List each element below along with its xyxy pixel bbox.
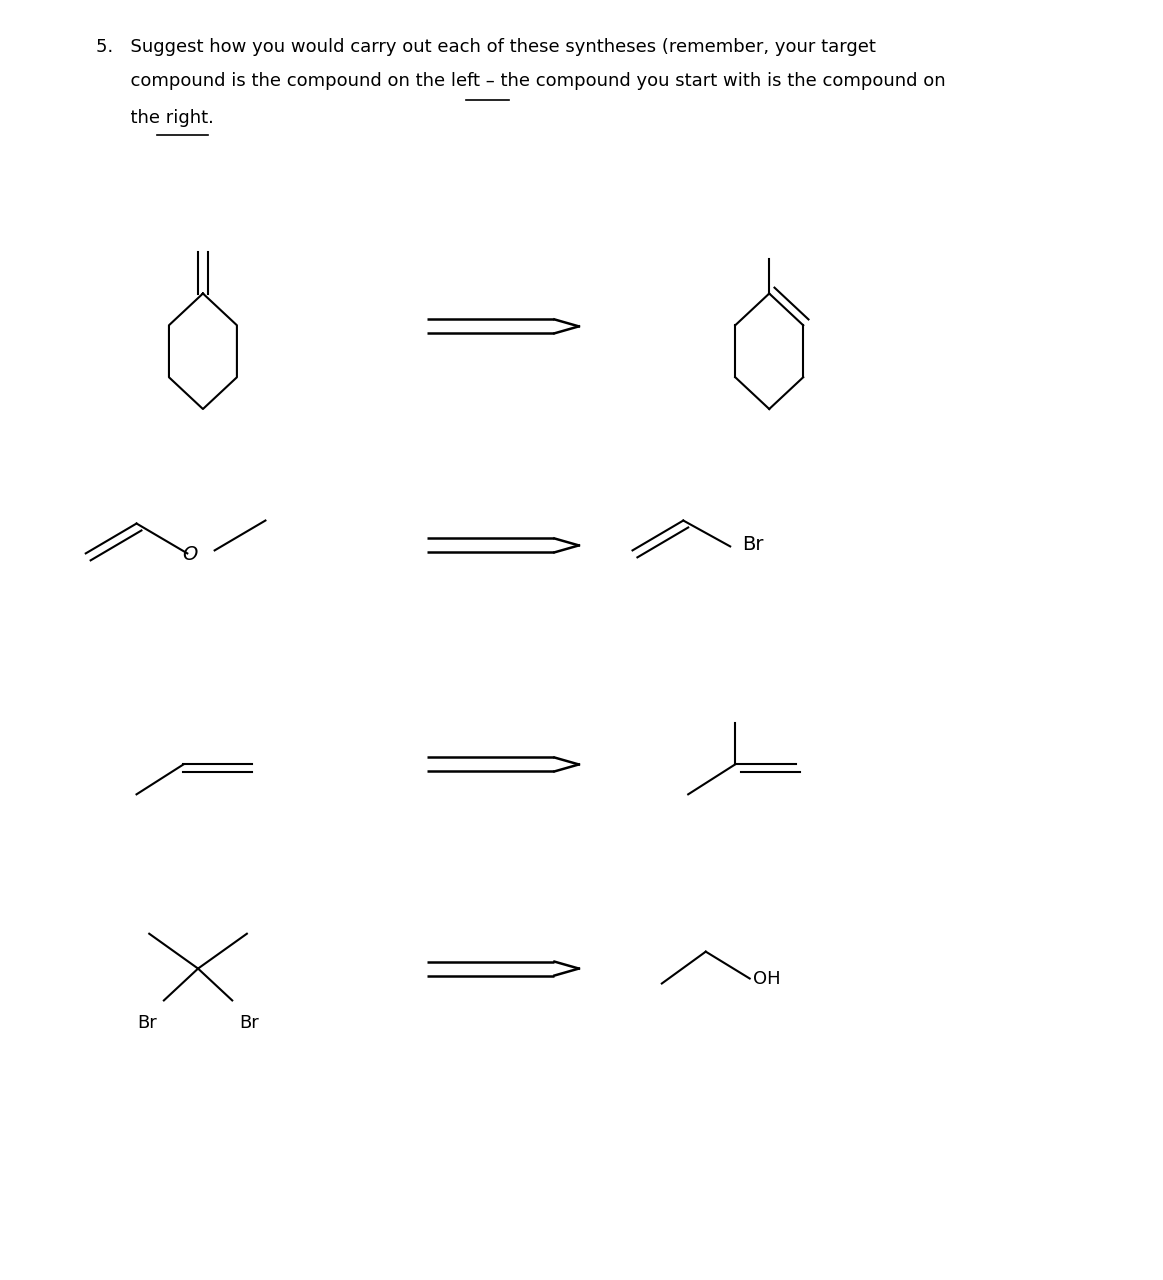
Text: 5.   Suggest how you would carry out each of these syntheses (remember, your tar: 5. Suggest how you would carry out each …	[95, 37, 876, 55]
Text: O: O	[183, 545, 198, 564]
Text: Br: Br	[742, 535, 763, 554]
Text: the right.: the right.	[95, 109, 213, 127]
Text: OH: OH	[752, 969, 780, 988]
Text: compound is the compound on the left – the compound you start with is the compou: compound is the compound on the left – t…	[95, 73, 946, 91]
Text: Br: Br	[238, 1014, 258, 1033]
Text: Br: Br	[137, 1014, 157, 1033]
